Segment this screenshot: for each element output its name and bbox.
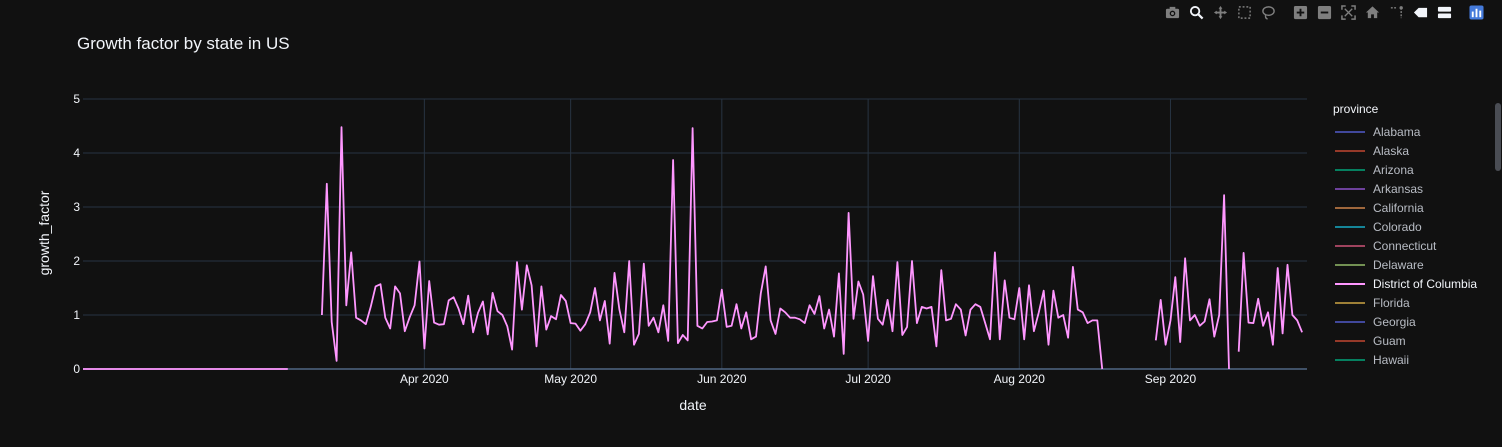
- x-tick-labels: Apr 2020 May 2020 Jun 2020 Jul 2020 Aug 2020…: [400, 372, 1196, 386]
- legend-label: Arkansas: [1373, 181, 1424, 196]
- legend-swatch: [1335, 358, 1365, 361]
- chart-title: Growth factor by state in US: [77, 34, 290, 53]
- y-tick-labels: 0 1 2 3 4 5: [73, 92, 80, 376]
- hover-compare-icon[interactable]: [1432, 2, 1456, 22]
- legend-item-guam[interactable]: Guam: [1328, 331, 1493, 350]
- series-line-district-of-columbia[interactable]: [321, 126, 1104, 370]
- y-tick-label: 2: [73, 254, 80, 268]
- legend-item-district-of-columbia[interactable]: District of Columbia: [1328, 274, 1493, 293]
- legend-label: Georgia: [1373, 314, 1416, 329]
- legend-label: District of Columbia: [1373, 276, 1478, 291]
- legend-swatch: [1335, 149, 1365, 152]
- spike-lines-icon[interactable]: [1384, 2, 1408, 22]
- legend-swatch: [1335, 320, 1365, 323]
- legend-swatch: [1335, 282, 1365, 285]
- legend-label: Guam: [1373, 333, 1406, 348]
- hover-closest-icon[interactable]: [1408, 2, 1432, 22]
- x-tick-label: Apr 2020: [400, 372, 449, 386]
- x-axis-title: date: [679, 397, 706, 413]
- legend-swatch: [1335, 339, 1365, 342]
- legend-item-connecticut[interactable]: Connecticut: [1328, 236, 1493, 255]
- y-tick-label: 5: [73, 92, 80, 106]
- legend-item-colorado[interactable]: Colorado: [1328, 217, 1493, 236]
- plot-area[interactable]: [83, 126, 1303, 370]
- legend-swatch: [1335, 130, 1365, 133]
- legend-swatch: [1335, 206, 1365, 209]
- legend-scroll-thumb[interactable]: [1495, 103, 1501, 171]
- legend-title: province: [1333, 102, 1379, 116]
- legend-label: Alabama: [1373, 124, 1421, 139]
- autoscale-icon[interactable]: [1336, 2, 1360, 22]
- legend-items: Alabama Alaska Arizona Arkansas California Co…: [1328, 122, 1493, 369]
- x-tick-label: Sep 2020: [1145, 372, 1197, 386]
- legend-item-alaska[interactable]: Alaska: [1328, 141, 1493, 160]
- legend-swatch: [1335, 263, 1365, 266]
- zoom-out-icon[interactable]: [1312, 2, 1336, 22]
- box-select-icon[interactable]: [1232, 2, 1256, 22]
- legend-swatch: [1335, 168, 1365, 171]
- y-axis-title: growth_factor: [36, 190, 52, 275]
- x-tick-label: Jun 2020: [697, 372, 747, 386]
- legend-swatch: [1335, 225, 1365, 228]
- legend-label: California: [1373, 200, 1424, 215]
- legend-item-delaware[interactable]: Delaware: [1328, 255, 1493, 274]
- series-line-district-of-columbia[interactable]: [1154, 194, 1230, 370]
- legend-item-arizona[interactable]: Arizona: [1328, 160, 1493, 179]
- series-line-district-of-columbia[interactable]: [1237, 251, 1303, 352]
- legend-swatch: [1335, 301, 1365, 304]
- legend-item-california[interactable]: California: [1328, 198, 1493, 217]
- legend-scrollbar[interactable]: [1495, 100, 1501, 370]
- legend-label: Florida: [1373, 295, 1410, 310]
- legend-swatch: [1335, 187, 1365, 190]
- legend-label: Delaware: [1373, 257, 1424, 272]
- legend-item-florida[interactable]: Florida: [1328, 293, 1493, 312]
- y-tick-label: 1: [73, 308, 80, 322]
- lasso-icon[interactable]: [1256, 2, 1280, 22]
- legend-label: Colorado: [1373, 219, 1422, 234]
- x-tick-label: May 2020: [544, 372, 597, 386]
- y-tick-label: 0: [73, 362, 80, 376]
- y-tick-label: 3: [73, 200, 80, 214]
- x-tick-label: Aug 2020: [994, 372, 1046, 386]
- legend-label: Arizona: [1373, 162, 1414, 177]
- zoom-in-icon[interactable]: [1288, 2, 1312, 22]
- legend-label: Connecticut: [1373, 238, 1437, 253]
- legend-item-hawaii[interactable]: Hawaii: [1328, 350, 1493, 369]
- legend-label: Hawaii: [1373, 352, 1410, 367]
- zoom-icon[interactable]: [1184, 2, 1208, 22]
- pan-icon[interactable]: [1208, 2, 1232, 22]
- modebar: [1160, 2, 1488, 22]
- legend-item-georgia[interactable]: Georgia: [1328, 312, 1493, 331]
- legend-item-alabama[interactable]: Alabama: [1328, 122, 1493, 141]
- x-tick-label: Jul 2020: [845, 372, 891, 386]
- home-icon[interactable]: [1360, 2, 1384, 22]
- legend: province Alabama Alaska Arizona Arkansas Cal…: [1328, 100, 1493, 370]
- legend-label: Alaska: [1373, 143, 1410, 158]
- camera-icon[interactable]: [1160, 2, 1184, 22]
- y-tick-label: 4: [73, 146, 80, 160]
- legend-swatch: [1335, 244, 1365, 247]
- plotly-logo-icon[interactable]: [1464, 2, 1488, 22]
- legend-item-arkansas[interactable]: Arkansas: [1328, 179, 1493, 198]
